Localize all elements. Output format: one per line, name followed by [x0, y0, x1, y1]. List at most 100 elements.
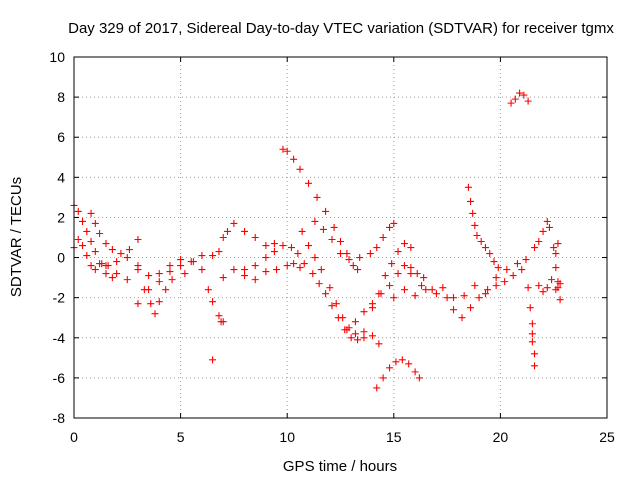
- data-point: [177, 262, 185, 270]
- data-point: [134, 300, 142, 308]
- data-point: [422, 286, 430, 294]
- data-point: [360, 308, 368, 316]
- data-point: [556, 296, 564, 304]
- data-point: [531, 350, 539, 358]
- data-point: [102, 240, 110, 248]
- data-point: [102, 262, 110, 270]
- data-point: [552, 250, 560, 258]
- data-point: [467, 197, 475, 205]
- data-point: [224, 227, 232, 235]
- data-point: [155, 270, 163, 278]
- data-point: [400, 240, 408, 248]
- data-point: [113, 258, 121, 266]
- data-point: [166, 268, 174, 276]
- data-point: [388, 260, 396, 268]
- series-arc-r: [507, 89, 532, 107]
- data-point: [351, 330, 359, 338]
- data-point: [492, 274, 500, 282]
- y-axis-label: SDTVAR / TECUs: [8, 177, 25, 297]
- data-point: [373, 384, 381, 392]
- data-point: [209, 356, 217, 364]
- data-point: [354, 266, 362, 274]
- data-point: [531, 244, 539, 252]
- data-point: [87, 238, 95, 246]
- data-point: [313, 193, 321, 201]
- data-point: [209, 298, 217, 306]
- data-point: [531, 362, 539, 370]
- data-point: [554, 240, 562, 248]
- data-point: [309, 270, 317, 278]
- series-arc-o: [390, 266, 526, 322]
- data-point: [117, 250, 125, 258]
- data-point: [394, 248, 402, 256]
- data-point: [475, 294, 483, 302]
- x-tick-label: 5: [177, 429, 185, 445]
- data-point: [543, 284, 551, 292]
- data-point: [319, 225, 327, 233]
- y-tick-label: -8: [53, 410, 66, 426]
- data-point: [328, 236, 336, 244]
- data-point: [337, 238, 344, 246]
- data-point: [251, 276, 259, 284]
- data-point: [215, 248, 223, 256]
- data-point: [501, 278, 509, 286]
- data-point: [328, 302, 336, 310]
- data-point: [405, 360, 413, 368]
- data-point: [300, 260, 308, 268]
- data-point: [204, 286, 212, 294]
- data-point: [469, 209, 477, 217]
- data-point: [464, 183, 472, 191]
- data-point: [311, 254, 319, 262]
- data-point: [296, 264, 304, 272]
- data-point: [379, 374, 387, 382]
- data-point: [528, 320, 536, 328]
- data-point: [91, 219, 99, 227]
- data-point: [230, 219, 238, 227]
- data-point: [198, 252, 206, 260]
- data-point: [113, 270, 121, 278]
- data-point: [287, 244, 295, 252]
- data-point: [368, 332, 376, 340]
- data-point: [345, 256, 353, 264]
- data-point: [262, 254, 270, 262]
- data-point: [375, 290, 383, 298]
- data-point: [386, 282, 394, 290]
- series-arc-f: [181, 219, 278, 278]
- plot-frame: [73, 56, 608, 419]
- data-point: [351, 318, 359, 326]
- data-point: [481, 290, 489, 298]
- data-point: [332, 300, 340, 308]
- data-point: [535, 282, 543, 290]
- data-point: [217, 318, 225, 326]
- data-point: [241, 272, 249, 280]
- x-tick-label: 20: [493, 429, 509, 445]
- data-point: [108, 246, 116, 254]
- data-point: [87, 209, 95, 217]
- y-tick-label: 2: [57, 209, 65, 225]
- data-point: [415, 374, 423, 382]
- series-arc-i: [279, 145, 362, 274]
- series-arc-n: [373, 356, 423, 392]
- data-point: [503, 266, 511, 274]
- data-point: [294, 250, 302, 258]
- data-point: [298, 227, 306, 235]
- data-point: [390, 219, 398, 227]
- data-point: [548, 276, 556, 284]
- data-point: [262, 268, 270, 276]
- data-point: [400, 286, 408, 294]
- data-point: [177, 256, 185, 264]
- series-arc-q: [464, 183, 502, 272]
- data-point: [168, 276, 176, 284]
- data-point: [392, 358, 400, 366]
- data-point: [96, 229, 104, 237]
- data-point: [520, 91, 528, 99]
- data-point: [439, 284, 447, 292]
- data-point: [526, 304, 534, 312]
- data-point: [432, 290, 440, 298]
- data-point: [477, 238, 485, 246]
- data-point: [315, 280, 323, 288]
- series-arc-g: [219, 260, 304, 284]
- data-point: [98, 260, 106, 268]
- series-arc-p: [407, 256, 530, 302]
